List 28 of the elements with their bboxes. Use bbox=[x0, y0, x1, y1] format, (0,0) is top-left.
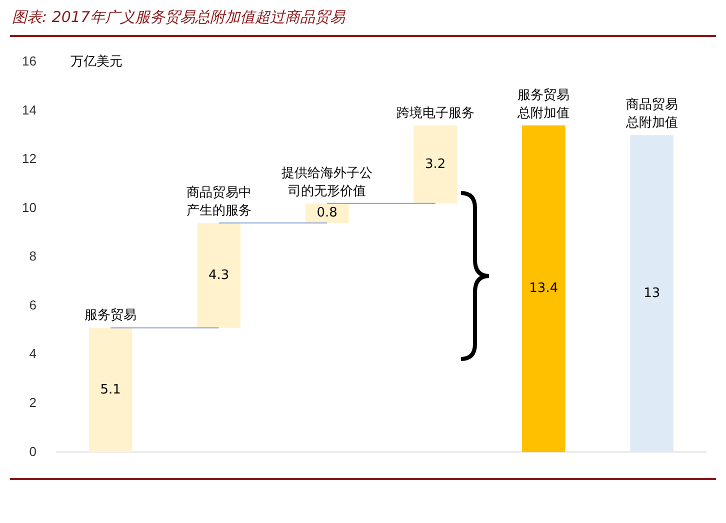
bar bbox=[630, 135, 674, 452]
chart-title: 图表: 2017年广义服务贸易总附加值超过商品贸易 bbox=[12, 8, 345, 27]
data-label: 13.4 bbox=[529, 281, 558, 296]
y-tick-label: 14 bbox=[22, 102, 36, 118]
x-tick-label: 商品贸易总附加值 bbox=[624, 98, 678, 131]
data-label: 4.3 bbox=[208, 268, 230, 283]
data-label: 5.1 bbox=[100, 382, 121, 398]
y-axis-title: 万亿美元 bbox=[70, 53, 122, 70]
bar bbox=[88, 328, 132, 452]
bar bbox=[522, 125, 566, 452]
x-tick-label: 服务贸易总附加值 bbox=[516, 88, 570, 121]
y-tick-label: 2 bbox=[29, 395, 36, 410]
y-tick-label: 10 bbox=[22, 200, 36, 215]
data-label: 0.8 bbox=[316, 206, 338, 221]
data-label: 13 bbox=[644, 286, 660, 302]
y-tick-label: 4 bbox=[29, 346, 36, 362]
y-tick-label: 12 bbox=[22, 151, 36, 166]
y-tick-label: 6 bbox=[29, 297, 36, 312]
data-label: 3.2 bbox=[425, 156, 446, 172]
y-tick-label: 0 bbox=[29, 444, 36, 459]
x-tick-label: 服务贸易 bbox=[84, 308, 137, 324]
x-tick-label: 跨境电子服务 bbox=[396, 104, 474, 121]
bar bbox=[414, 125, 458, 204]
y-tick-label: 8 bbox=[29, 248, 36, 264]
y-tick-label: 16 bbox=[22, 54, 36, 69]
x-tick-label: 提供给海外子公司的无形价值 bbox=[282, 166, 373, 199]
x-tick-label: 商品贸易中产生的服务 bbox=[186, 185, 252, 218]
bar bbox=[197, 222, 240, 328]
